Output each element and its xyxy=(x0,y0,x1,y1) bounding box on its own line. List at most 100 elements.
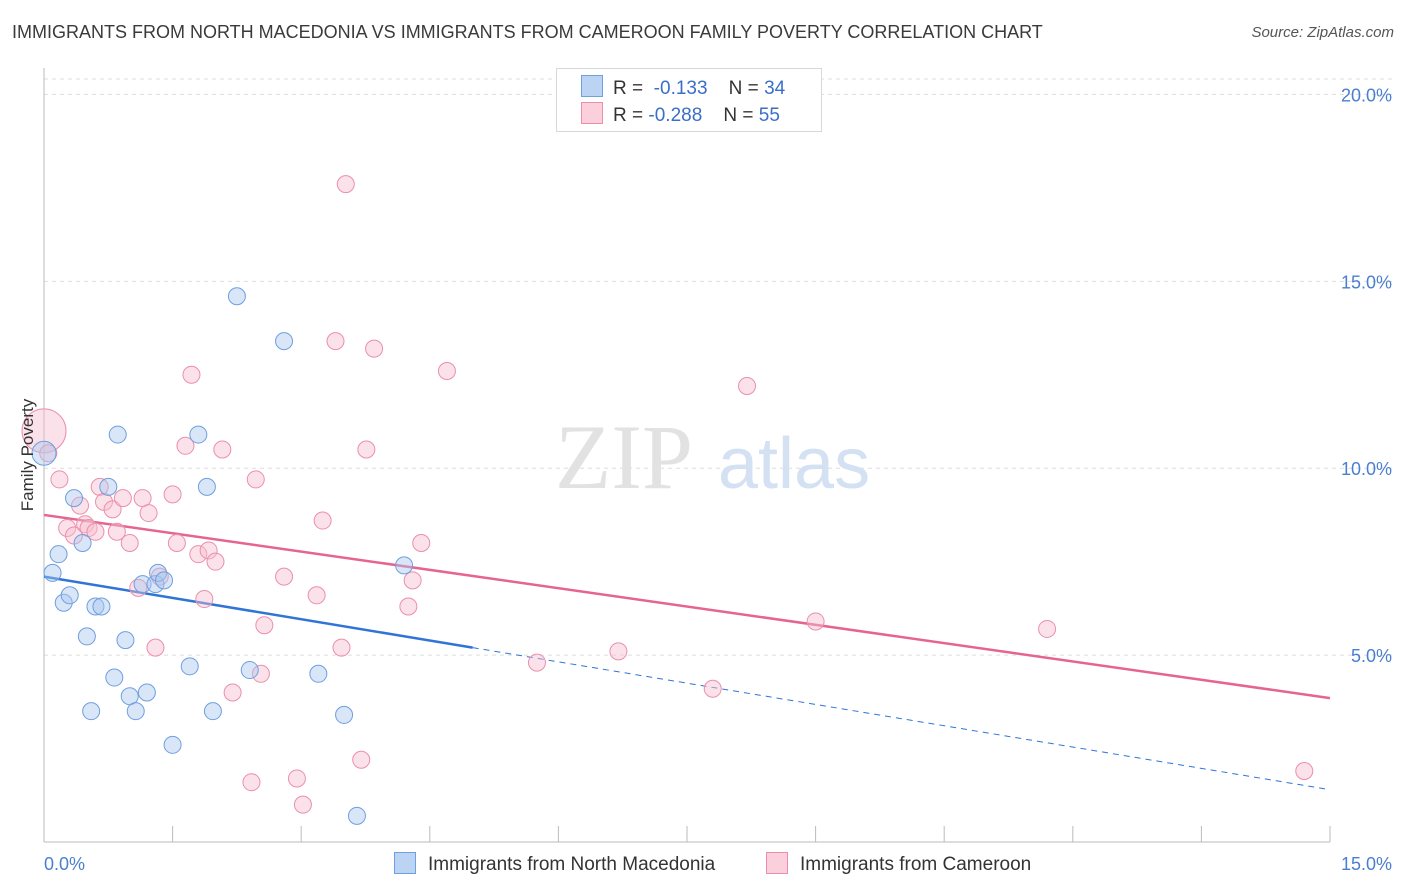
point-cameroon xyxy=(103,500,122,519)
legend-n-label: N = xyxy=(728,78,759,99)
point-north-macedonia xyxy=(31,440,57,466)
point-cameroon xyxy=(336,175,355,194)
point-north-macedonia xyxy=(126,702,145,721)
point-cameroon xyxy=(1295,761,1314,780)
point-north-macedonia xyxy=(335,705,354,724)
legend-r-label: R = xyxy=(613,78,644,99)
point-north-macedonia xyxy=(99,477,118,496)
chart-title: IMMIGRANTS FROM NORTH MACEDONIA VS IMMIG… xyxy=(12,22,1043,42)
x-tick-label: 15.0% xyxy=(1341,854,1392,874)
legend-row-cameroon: R = -0.288 N = 55 xyxy=(581,102,780,126)
source-label: Source: ZipAtlas.com xyxy=(1251,24,1394,41)
point-north-macedonia xyxy=(92,597,111,616)
point-cameroon xyxy=(307,586,326,605)
legend-r-value-1: -0.133 xyxy=(653,78,708,99)
axes xyxy=(43,68,1331,843)
legend-n-value-1: 34 xyxy=(764,78,786,99)
point-north-macedonia xyxy=(155,571,174,590)
point-cameroon xyxy=(195,590,214,609)
points-cameroon xyxy=(21,175,1314,814)
watermark: ZIP atlas xyxy=(555,406,870,508)
point-cameroon xyxy=(167,533,186,552)
legend-r-value-2: -0.288 xyxy=(648,105,703,126)
trend-line-north-macedonia-projected xyxy=(472,647,1331,791)
legend-swatch-pink xyxy=(766,852,788,874)
point-cameroon xyxy=(365,339,384,358)
point-cameroon xyxy=(242,773,261,792)
point-north-macedonia xyxy=(275,332,294,351)
point-cameroon xyxy=(403,571,422,590)
point-cameroon xyxy=(21,408,67,454)
point-cameroon xyxy=(399,597,418,616)
tick-labels: 5.0% 10.0% 15.0% 20.0% 0.0% 15.0% xyxy=(44,85,1392,874)
watermark-atlas: atlas xyxy=(718,424,870,504)
stats-legend: R = -0.133 N = 34 R = -0.288 N = 55 xyxy=(556,68,822,132)
y-tick-label: 10.0% xyxy=(1341,459,1392,479)
legend-item-cameroon[interactable]: Immigrants from Cameroon xyxy=(766,852,1031,876)
point-north-macedonia xyxy=(82,702,101,721)
trend-line-north-macedonia xyxy=(43,575,473,649)
point-north-macedonia xyxy=(65,489,84,508)
point-cameroon xyxy=(246,470,265,489)
point-cameroon xyxy=(39,444,58,463)
legend-n-label: N = xyxy=(723,105,754,126)
point-cameroon xyxy=(357,440,376,459)
point-cameroon xyxy=(199,541,218,560)
point-north-macedonia xyxy=(227,287,246,306)
point-north-macedonia xyxy=(120,687,139,706)
point-cameroon xyxy=(120,533,139,552)
legend-item-north-macedonia[interactable]: Immigrants from North Macedonia xyxy=(394,852,715,876)
point-cameroon xyxy=(738,376,757,395)
point-cameroon xyxy=(223,683,242,702)
legend-row-north-macedonia: R = -0.133 N = 34 xyxy=(581,75,785,99)
point-north-macedonia xyxy=(108,425,127,444)
point-cameroon xyxy=(146,638,165,657)
point-cameroon xyxy=(182,365,201,384)
legend-swatch-pink xyxy=(581,102,603,124)
point-north-macedonia xyxy=(137,683,156,702)
point-north-macedonia xyxy=(54,593,73,612)
y-axis-title: Family Poverty xyxy=(18,398,37,511)
point-cameroon xyxy=(255,616,274,635)
y-tick-label: 15.0% xyxy=(1341,272,1392,292)
point-north-macedonia xyxy=(189,425,208,444)
point-north-macedonia xyxy=(116,631,135,650)
point-cameroon xyxy=(206,552,225,571)
point-north-macedonia xyxy=(149,563,168,582)
point-cameroon xyxy=(275,567,294,586)
point-north-macedonia xyxy=(73,533,92,552)
point-cameroon xyxy=(58,519,77,538)
point-cameroon xyxy=(703,679,722,698)
point-cameroon xyxy=(107,522,126,541)
point-north-macedonia xyxy=(197,477,216,496)
point-north-macedonia xyxy=(395,556,414,575)
y-tick-label: 20.0% xyxy=(1341,85,1392,105)
trend-lines xyxy=(43,513,1331,791)
point-cameroon xyxy=(189,545,208,564)
point-cameroon xyxy=(609,642,628,661)
point-cameroon xyxy=(133,489,152,508)
point-north-macedonia xyxy=(60,586,79,605)
point-north-macedonia xyxy=(163,735,182,754)
point-cameroon xyxy=(1038,619,1057,638)
point-north-macedonia xyxy=(49,545,68,564)
point-cameroon xyxy=(163,485,182,504)
y-tick-label: 5.0% xyxy=(1351,646,1392,666)
x-tick-label: 0.0% xyxy=(44,854,85,874)
point-north-macedonia xyxy=(203,702,222,721)
point-north-macedonia xyxy=(86,597,105,616)
point-cameroon xyxy=(139,504,158,523)
point-cameroon xyxy=(176,436,195,455)
watermark-zip: ZIP xyxy=(555,406,693,508)
point-north-macedonia xyxy=(133,575,152,594)
legend-n-value-2: 55 xyxy=(758,105,780,126)
point-cameroon xyxy=(352,750,371,769)
point-cameroon xyxy=(213,440,232,459)
point-cameroon xyxy=(437,362,456,381)
point-cameroon xyxy=(50,470,69,489)
points-north-macedonia xyxy=(31,287,414,825)
point-north-macedonia xyxy=(309,664,328,683)
point-north-macedonia xyxy=(43,563,62,582)
point-cameroon xyxy=(332,638,351,657)
